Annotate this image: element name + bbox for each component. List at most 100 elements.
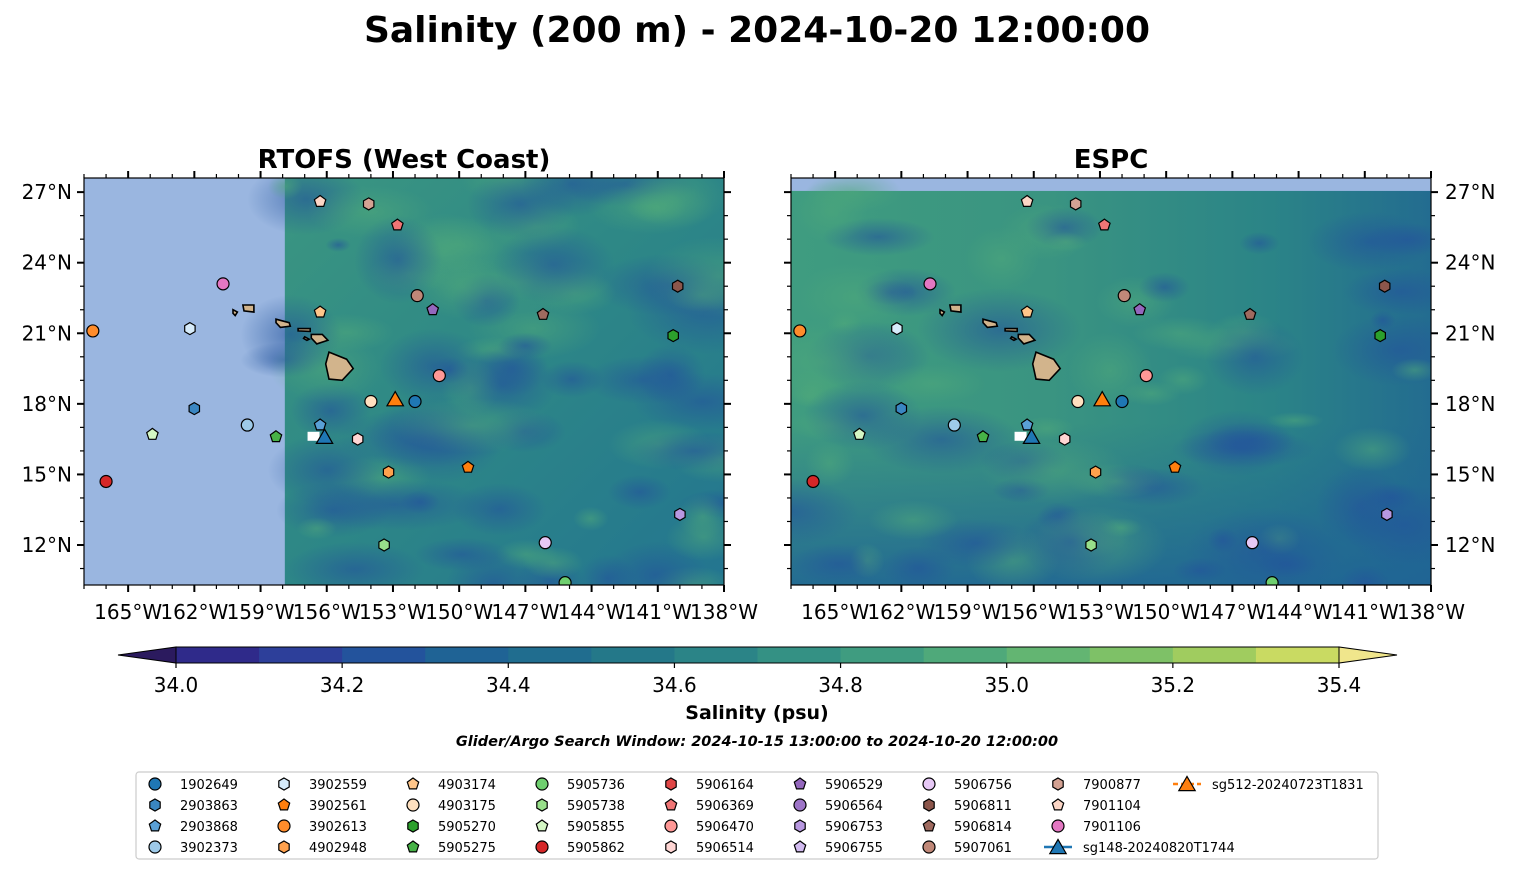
- marker-5905862: [99, 474, 113, 489]
- legend-item: 5906814: [922, 819, 1012, 835]
- salinity-eddy: [1362, 223, 1431, 256]
- colorbar-bin: [342, 647, 426, 663]
- legend-marker-5905738: [536, 798, 548, 812]
- lat-tick-label: 27°N: [22, 180, 72, 204]
- rtofs-hawaii-land: [232, 304, 355, 382]
- colorbar-label: Salinity (psu): [685, 702, 828, 724]
- colorbar-bin: [425, 647, 509, 663]
- colorbar-tick-label: 35.4: [1317, 673, 1362, 697]
- legend-item: 5905738: [536, 798, 625, 814]
- marker-5905738: [1085, 538, 1097, 552]
- legend-label: 5905855: [567, 820, 625, 835]
- island-outline: [310, 333, 330, 345]
- legend-marker-5906564: [793, 798, 807, 812]
- marker-5905855: [852, 427, 866, 440]
- marker-5906811: [671, 279, 684, 293]
- salinity-eddy: [522, 546, 584, 580]
- legend-marker-3902559: [278, 777, 290, 791]
- marker-4903175: [1071, 394, 1085, 409]
- marker-3902561: [1168, 460, 1182, 473]
- salinity-eddy: [1205, 317, 1305, 396]
- legend-marker-4902948: [278, 840, 290, 854]
- legend-marker-7901104: [1051, 798, 1065, 811]
- figure-title: Salinity (200 m) - 2024-10-20 12:00:00: [364, 10, 1150, 51]
- marker-5906756: [1245, 536, 1259, 550]
- lon-tick-label: 138°W: [1397, 600, 1465, 624]
- legend-label: sg512-20240723T1831: [1212, 778, 1364, 793]
- marker-5907061: [410, 289, 424, 303]
- marker-3902373: [947, 418, 961, 432]
- salinity-eddy: [791, 478, 859, 546]
- marker-5906369: [1097, 218, 1111, 231]
- colorbar-tick-label: 34.6: [652, 673, 697, 697]
- salinity-eddy: [493, 225, 615, 304]
- salinity-eddy: [296, 517, 337, 540]
- salinity-eddy: [1239, 231, 1280, 255]
- marker-4902948: [1089, 465, 1102, 479]
- marker-sg512-20240723T1831: [385, 390, 405, 407]
- lat-tick-label: 15°N: [22, 462, 72, 486]
- marker-sg148-20240820T1744: [1022, 427, 1041, 444]
- legend-marker-7901106: [1051, 819, 1065, 833]
- marker-3902559: [184, 321, 196, 336]
- colorbar-bin: [923, 647, 1008, 663]
- legend-item: 5906514: [665, 840, 754, 856]
- legend-item: 5906529: [793, 777, 883, 793]
- legend-item: 5906755: [793, 840, 883, 856]
- legend-marker-5906514: [665, 840, 677, 854]
- marker-7901106: [923, 277, 937, 291]
- legend-marker-sg148-20240820T1744: [1048, 838, 1068, 855]
- salinity-eddy: [584, 355, 703, 405]
- island-outline: [232, 308, 239, 317]
- salinity-eddy: [867, 500, 959, 540]
- island-outline: [1009, 335, 1018, 342]
- marker-4903174: [1020, 305, 1034, 318]
- island-outline: [275, 318, 292, 329]
- marker-5907061: [1117, 289, 1131, 303]
- lat-tick-label: 24°N: [1445, 251, 1495, 275]
- legend-item: sg148-20240820T1744: [1044, 838, 1235, 856]
- legend-marker-2903868: [148, 819, 162, 832]
- marker-5905275: [976, 430, 990, 443]
- lon-tick-label: 162°W: [160, 600, 228, 624]
- espc-map-frame: [790, 177, 1432, 586]
- legend-item: 4902948: [278, 840, 367, 856]
- marker-5906470: [1139, 369, 1153, 383]
- legend-item: 5905862: [535, 840, 625, 856]
- legend-label: 5906811: [954, 799, 1012, 814]
- marker-5906529: [426, 302, 440, 316]
- legend-marker-5906369: [664, 798, 678, 811]
- legend-item: 7901106: [1051, 819, 1141, 835]
- espc-observation-markers: [793, 194, 1393, 585]
- glider-track-blank: [307, 431, 320, 441]
- legend-label: 5907061: [954, 841, 1012, 856]
- lat-tick-label: 18°N: [1445, 392, 1495, 416]
- legend-marker-5906753: [794, 819, 806, 833]
- lat-tick-label: 15°N: [1445, 462, 1495, 486]
- salinity-eddy: [413, 256, 514, 319]
- marker-5906514: [351, 432, 364, 446]
- legend-label: sg148-20240820T1744: [1083, 841, 1235, 856]
- marker-7901104: [313, 194, 327, 207]
- salinity-eddy: [1138, 272, 1191, 303]
- legend-marker-2903863: [149, 798, 161, 812]
- legend-item: 4903175: [406, 798, 496, 814]
- colorbar-tick-label: 34.2: [320, 673, 365, 697]
- colorbar-bin: [508, 647, 592, 663]
- lat-tick-label: 21°N: [22, 321, 72, 345]
- lon-tick-label: 153°W: [359, 600, 427, 624]
- island-outline: [297, 327, 311, 333]
- marker-2903863: [188, 401, 201, 416]
- salinity-eddy: [916, 288, 1082, 372]
- salinity-eddy: [1170, 429, 1316, 468]
- espc-salinity-field: [791, 178, 1431, 585]
- rtofs-map-panel: RTOFS (West Coast) 165°W162°W159°W156°W1…: [22, 145, 759, 624]
- legend-label: 5905270: [438, 820, 496, 835]
- salinity-eddy: [665, 513, 724, 561]
- lon-tick-label: 159°W: [934, 600, 1002, 624]
- colorbar-extend-max: [1338, 646, 1398, 664]
- salinity-eddy: [1044, 232, 1087, 252]
- lon-tick-label: 153°W: [1066, 600, 1134, 624]
- espc-panel-title: ESPC: [1074, 145, 1149, 175]
- salinity-eddy: [1131, 316, 1230, 351]
